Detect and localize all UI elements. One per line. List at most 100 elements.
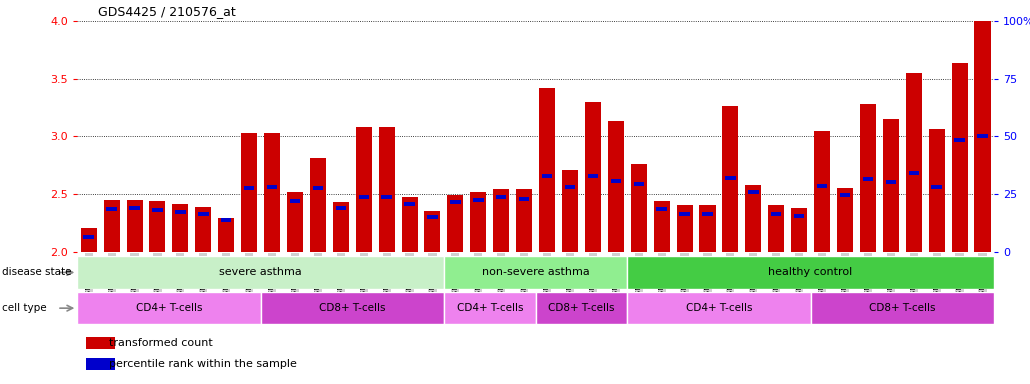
Text: percentile rank within the sample: percentile rank within the sample: [109, 359, 298, 369]
Bar: [289, 199, 300, 203]
Bar: [496, 195, 507, 199]
Bar: [493, 189, 509, 252]
Bar: [955, 138, 965, 142]
Bar: [974, 21, 991, 252]
Bar: [748, 190, 758, 194]
Text: CD4+ T-cells: CD4+ T-cells: [686, 303, 752, 313]
Bar: [908, 171, 919, 175]
Bar: [699, 205, 716, 252]
Text: cell type: cell type: [2, 303, 46, 313]
Text: transformed count: transformed count: [109, 338, 213, 348]
Bar: [333, 202, 349, 252]
Bar: [287, 192, 303, 252]
Bar: [336, 206, 346, 210]
Bar: [379, 127, 394, 252]
Bar: [627, 292, 811, 324]
Bar: [627, 256, 994, 289]
Bar: [427, 215, 438, 219]
Bar: [172, 204, 188, 252]
Bar: [402, 197, 417, 252]
Bar: [264, 133, 280, 252]
Text: non-severe asthma: non-severe asthma: [482, 267, 589, 278]
Bar: [218, 218, 234, 252]
Bar: [837, 188, 853, 252]
Text: GDS4425 / 210576_at: GDS4425 / 210576_at: [98, 5, 236, 18]
Bar: [722, 106, 739, 252]
Bar: [127, 200, 142, 252]
Bar: [536, 292, 627, 324]
Bar: [863, 177, 873, 181]
Bar: [405, 202, 415, 206]
Text: CD8+ T-cells: CD8+ T-cells: [548, 303, 615, 313]
Bar: [608, 121, 624, 252]
Bar: [839, 193, 850, 197]
Text: healthy control: healthy control: [768, 267, 853, 278]
Bar: [931, 185, 941, 189]
Bar: [860, 104, 876, 252]
Bar: [473, 198, 483, 202]
Text: disease state: disease state: [2, 267, 71, 278]
Bar: [241, 133, 258, 252]
Bar: [771, 212, 782, 215]
Bar: [886, 180, 896, 184]
Bar: [883, 119, 899, 252]
Bar: [104, 200, 119, 252]
Bar: [768, 205, 784, 252]
Bar: [198, 212, 208, 215]
Text: CD4+ T-cells: CD4+ T-cells: [456, 303, 523, 313]
Bar: [450, 200, 460, 204]
Text: CD4+ T-cells: CD4+ T-cells: [136, 303, 202, 313]
Bar: [80, 228, 97, 252]
Bar: [444, 256, 627, 289]
Bar: [261, 292, 444, 324]
Bar: [516, 189, 533, 252]
Bar: [244, 186, 254, 190]
Bar: [746, 185, 761, 252]
Bar: [677, 205, 692, 252]
Bar: [424, 211, 441, 252]
Bar: [355, 127, 372, 252]
Bar: [817, 184, 827, 188]
Bar: [130, 206, 140, 210]
Bar: [791, 208, 808, 252]
Bar: [106, 207, 116, 211]
Bar: [149, 201, 166, 252]
Bar: [77, 292, 261, 324]
Bar: [633, 182, 644, 185]
Bar: [654, 201, 670, 252]
Bar: [152, 208, 163, 212]
Bar: [539, 88, 555, 252]
Bar: [814, 131, 830, 252]
Bar: [471, 192, 486, 252]
Bar: [87, 337, 115, 349]
Bar: [83, 235, 94, 238]
Bar: [381, 195, 391, 199]
Bar: [221, 218, 232, 222]
Bar: [656, 207, 666, 211]
Bar: [542, 174, 552, 177]
Bar: [977, 134, 988, 138]
Bar: [702, 212, 713, 215]
Bar: [519, 197, 529, 200]
Bar: [267, 185, 277, 189]
Bar: [196, 207, 211, 252]
Bar: [811, 292, 994, 324]
Bar: [358, 195, 369, 199]
Bar: [77, 256, 444, 289]
Text: severe asthma: severe asthma: [219, 267, 302, 278]
Bar: [313, 186, 323, 190]
Text: CD8+ T-cells: CD8+ T-cells: [869, 303, 935, 313]
Bar: [905, 73, 922, 252]
Bar: [585, 102, 600, 252]
Bar: [588, 174, 598, 177]
Bar: [447, 195, 464, 252]
Bar: [929, 129, 945, 252]
Bar: [611, 179, 621, 183]
Bar: [562, 170, 578, 252]
Bar: [630, 164, 647, 252]
Bar: [952, 63, 967, 252]
Bar: [725, 176, 735, 180]
Bar: [87, 358, 115, 370]
Bar: [564, 185, 575, 189]
Bar: [794, 214, 804, 218]
